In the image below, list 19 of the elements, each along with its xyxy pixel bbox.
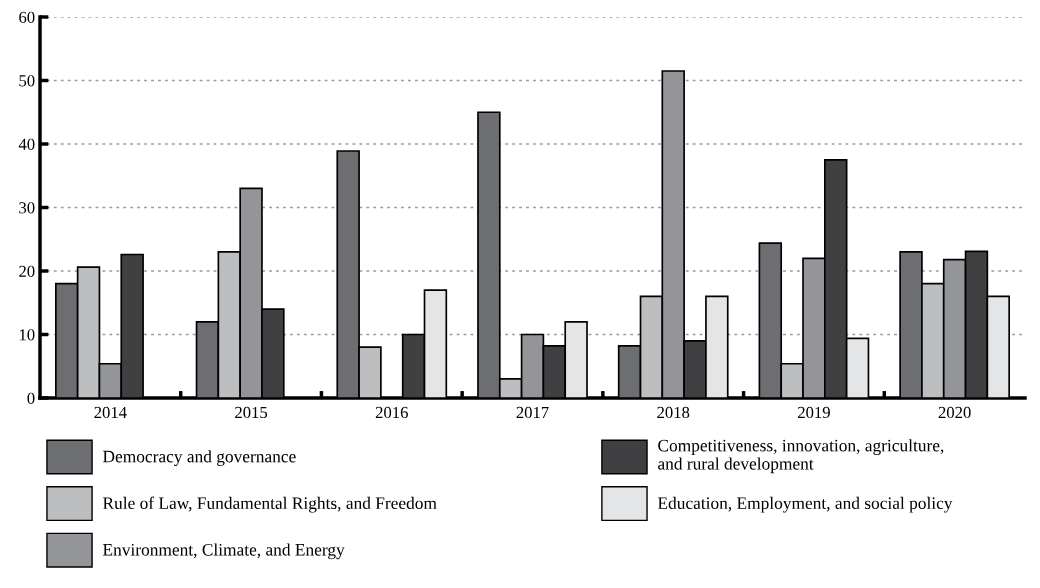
y-tick-label: 30 bbox=[19, 202, 35, 214]
x-tick-label: 2019 bbox=[797, 406, 830, 419]
x-tick-label: 2017 bbox=[516, 406, 549, 419]
y-tick-label: 40 bbox=[18, 138, 35, 150]
x-tick-label: 2014 bbox=[94, 406, 127, 419]
y-tick-label: 20 bbox=[19, 265, 35, 277]
y-tick-label: 10 bbox=[19, 329, 35, 341]
y-tick-label: 50 bbox=[19, 75, 35, 87]
legend-label: Competitiveness, innovation, agriculture, and rural development bbox=[658, 439, 944, 474]
legend-label: Democracy and governance bbox=[103, 450, 296, 466]
legend-label: Environment, Climate, and Energy bbox=[103, 543, 345, 560]
legend-label: Rule of Law, Fundamental Rights, and Freedom bbox=[103, 496, 437, 513]
x-tick-label: 2020 bbox=[938, 406, 971, 419]
legend-label: Education, Employment, and social policy bbox=[657, 496, 953, 513]
x-tick-label: 2016 bbox=[375, 406, 408, 419]
x-tick-label: 2018 bbox=[657, 406, 690, 419]
y-tick-label: 0 bbox=[27, 392, 35, 404]
x-tick-label: 2015 bbox=[235, 406, 268, 419]
y-tick-label: 60 bbox=[19, 11, 35, 23]
